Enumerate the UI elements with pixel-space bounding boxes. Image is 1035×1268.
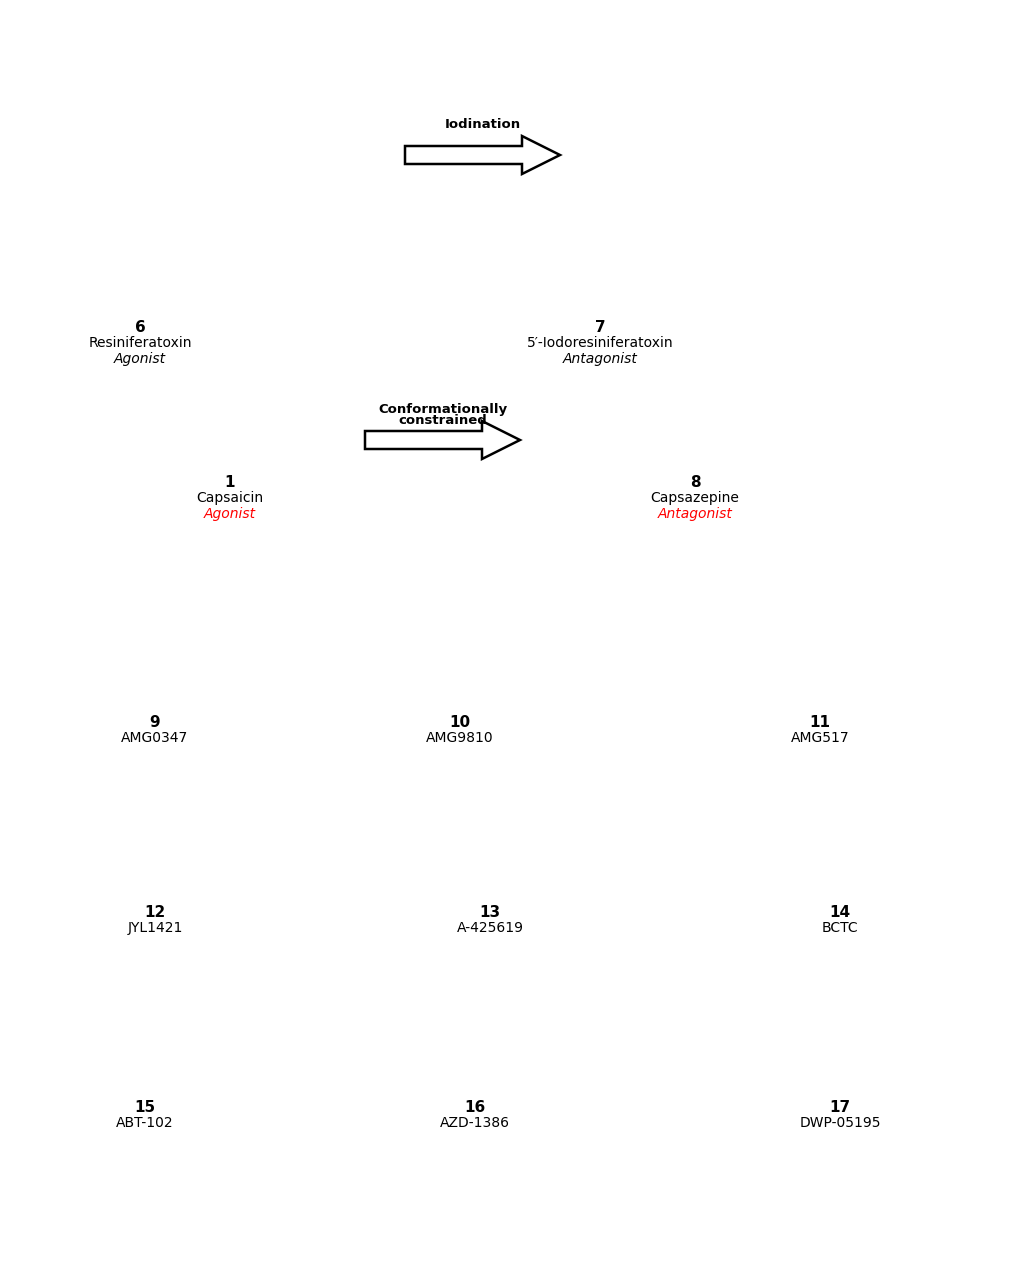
Text: BCTC: BCTC — [822, 921, 858, 935]
Text: DWP-05195: DWP-05195 — [799, 1116, 881, 1130]
Text: 8: 8 — [689, 476, 701, 489]
Text: AMG0347: AMG0347 — [121, 730, 188, 746]
Text: AMG9810: AMG9810 — [426, 730, 494, 746]
Text: Iodination: Iodination — [444, 118, 521, 131]
Text: Capsazepine: Capsazepine — [651, 491, 739, 505]
Text: 13: 13 — [479, 905, 501, 921]
Text: 7: 7 — [595, 320, 605, 335]
Text: 16: 16 — [465, 1101, 485, 1115]
Text: Agonist: Agonist — [114, 353, 166, 366]
Text: Capsaicin: Capsaicin — [197, 491, 264, 505]
Text: AMG517: AMG517 — [791, 730, 850, 746]
Text: Conformationally: Conformationally — [378, 403, 507, 416]
Text: constrained: constrained — [398, 415, 486, 427]
Text: 12: 12 — [144, 905, 166, 921]
Text: 5′-Iodoresiniferatoxin: 5′-Iodoresiniferatoxin — [527, 336, 674, 350]
Text: ABT-102: ABT-102 — [116, 1116, 174, 1130]
Text: AZD-1386: AZD-1386 — [440, 1116, 510, 1130]
Text: JYL1421: JYL1421 — [127, 921, 183, 935]
Text: 15: 15 — [135, 1101, 155, 1115]
Text: A-425619: A-425619 — [456, 921, 524, 935]
Text: Antagonist: Antagonist — [563, 353, 638, 366]
Text: Resiniferatoxin: Resiniferatoxin — [88, 336, 191, 350]
Text: 11: 11 — [809, 715, 830, 730]
Text: Agonist: Agonist — [204, 507, 256, 521]
Text: 14: 14 — [829, 905, 851, 921]
Text: 1: 1 — [225, 476, 235, 489]
Text: 6: 6 — [135, 320, 145, 335]
Text: 17: 17 — [829, 1101, 851, 1115]
Text: 9: 9 — [150, 715, 160, 730]
Text: Antagonist: Antagonist — [657, 507, 733, 521]
Text: 10: 10 — [449, 715, 471, 730]
